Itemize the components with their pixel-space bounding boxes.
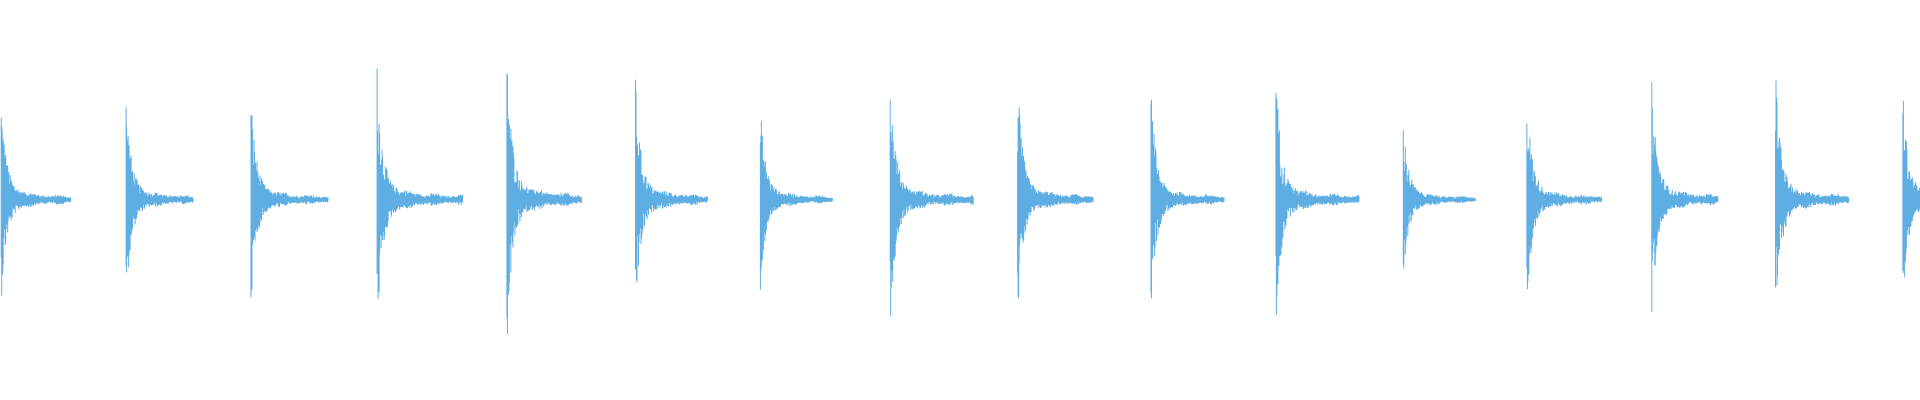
- waveform-burst: [635, 79, 708, 283]
- waveform-burst: [1017, 107, 1094, 299]
- waveform-burst: [1775, 80, 1849, 288]
- waveform-burst: [759, 120, 833, 290]
- waveform-burst: [376, 68, 464, 300]
- waveform-burst: [1275, 93, 1360, 315]
- waveform-burst: [1651, 82, 1719, 312]
- waveform-burst: [1402, 130, 1476, 269]
- waveform-burst: [506, 73, 582, 335]
- waveform-burst: [1526, 123, 1602, 290]
- waveform-burst: [1150, 99, 1225, 299]
- waveform-burst: [125, 107, 194, 273]
- waveform-burst: [1902, 100, 1920, 278]
- waveform-burst: [0, 118, 72, 296]
- waveform-burst: [889, 100, 974, 317]
- waveform-burst: [250, 115, 329, 298]
